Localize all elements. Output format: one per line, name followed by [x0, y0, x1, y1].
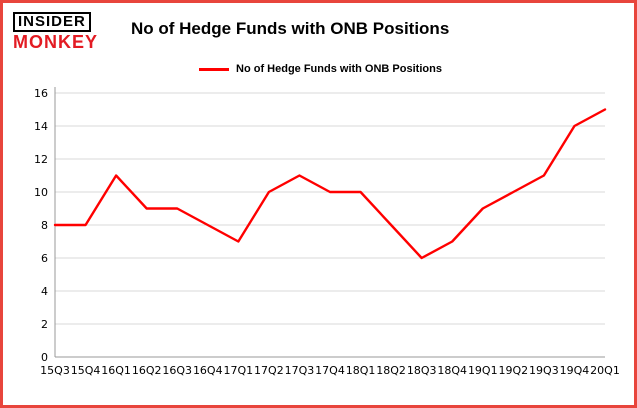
x-tick-label: 17Q3 — [285, 364, 315, 377]
x-tick-label: 19Q1 — [468, 364, 498, 377]
x-tick-label: 19Q4 — [560, 364, 590, 377]
y-tick-label: 0 — [41, 351, 48, 364]
x-tick-label: 20Q1 — [590, 364, 620, 377]
x-tick-label: 18Q4 — [437, 364, 467, 377]
x-tick-label: 16Q4 — [193, 364, 223, 377]
x-tick-label: 15Q3 — [40, 364, 70, 377]
x-tick-label: 16Q3 — [162, 364, 192, 377]
series-line — [53, 108, 607, 260]
y-tick-label: 10 — [34, 186, 48, 199]
y-tick-label: 6 — [41, 252, 48, 265]
x-tick-label: 18Q3 — [407, 364, 437, 377]
logo-monkey-text: MONKEY — [13, 31, 99, 52]
x-tick-label: 17Q1 — [224, 364, 254, 377]
y-tick-label: 12 — [34, 153, 48, 166]
logo-insider-text: INSIDER — [13, 12, 91, 32]
x-tick-label: 18Q1 — [346, 364, 376, 377]
insider-monkey-logo: INSIDER MONKEY — [13, 12, 98, 52]
page-title: No of Hedge Funds with ONB Positions — [131, 19, 450, 38]
x-tick-label: 15Q4 — [71, 364, 101, 377]
y-tick-label: 16 — [34, 87, 48, 100]
x-tick-label: 17Q4 — [315, 364, 345, 377]
x-tick-label: 17Q2 — [254, 364, 284, 377]
x-tick-label: 16Q2 — [132, 364, 162, 377]
x-tick-label: 19Q3 — [529, 364, 559, 377]
x-tick-label: 19Q2 — [499, 364, 529, 377]
y-tick-label: 8 — [41, 219, 48, 232]
y-tick-label: 2 — [41, 318, 48, 331]
legend-line-swatch — [199, 67, 229, 71]
y-tick-label: 4 — [41, 285, 48, 298]
x-tick-label: 16Q1 — [101, 364, 131, 377]
y-tick-label: 14 — [34, 120, 48, 133]
legend-label: No of Hedge Funds with ONB Positions — [236, 63, 442, 75]
x-tick-label: 18Q2 — [376, 364, 406, 377]
chart-legend: No of Hedge Funds with ONB Positions — [199, 63, 442, 75]
